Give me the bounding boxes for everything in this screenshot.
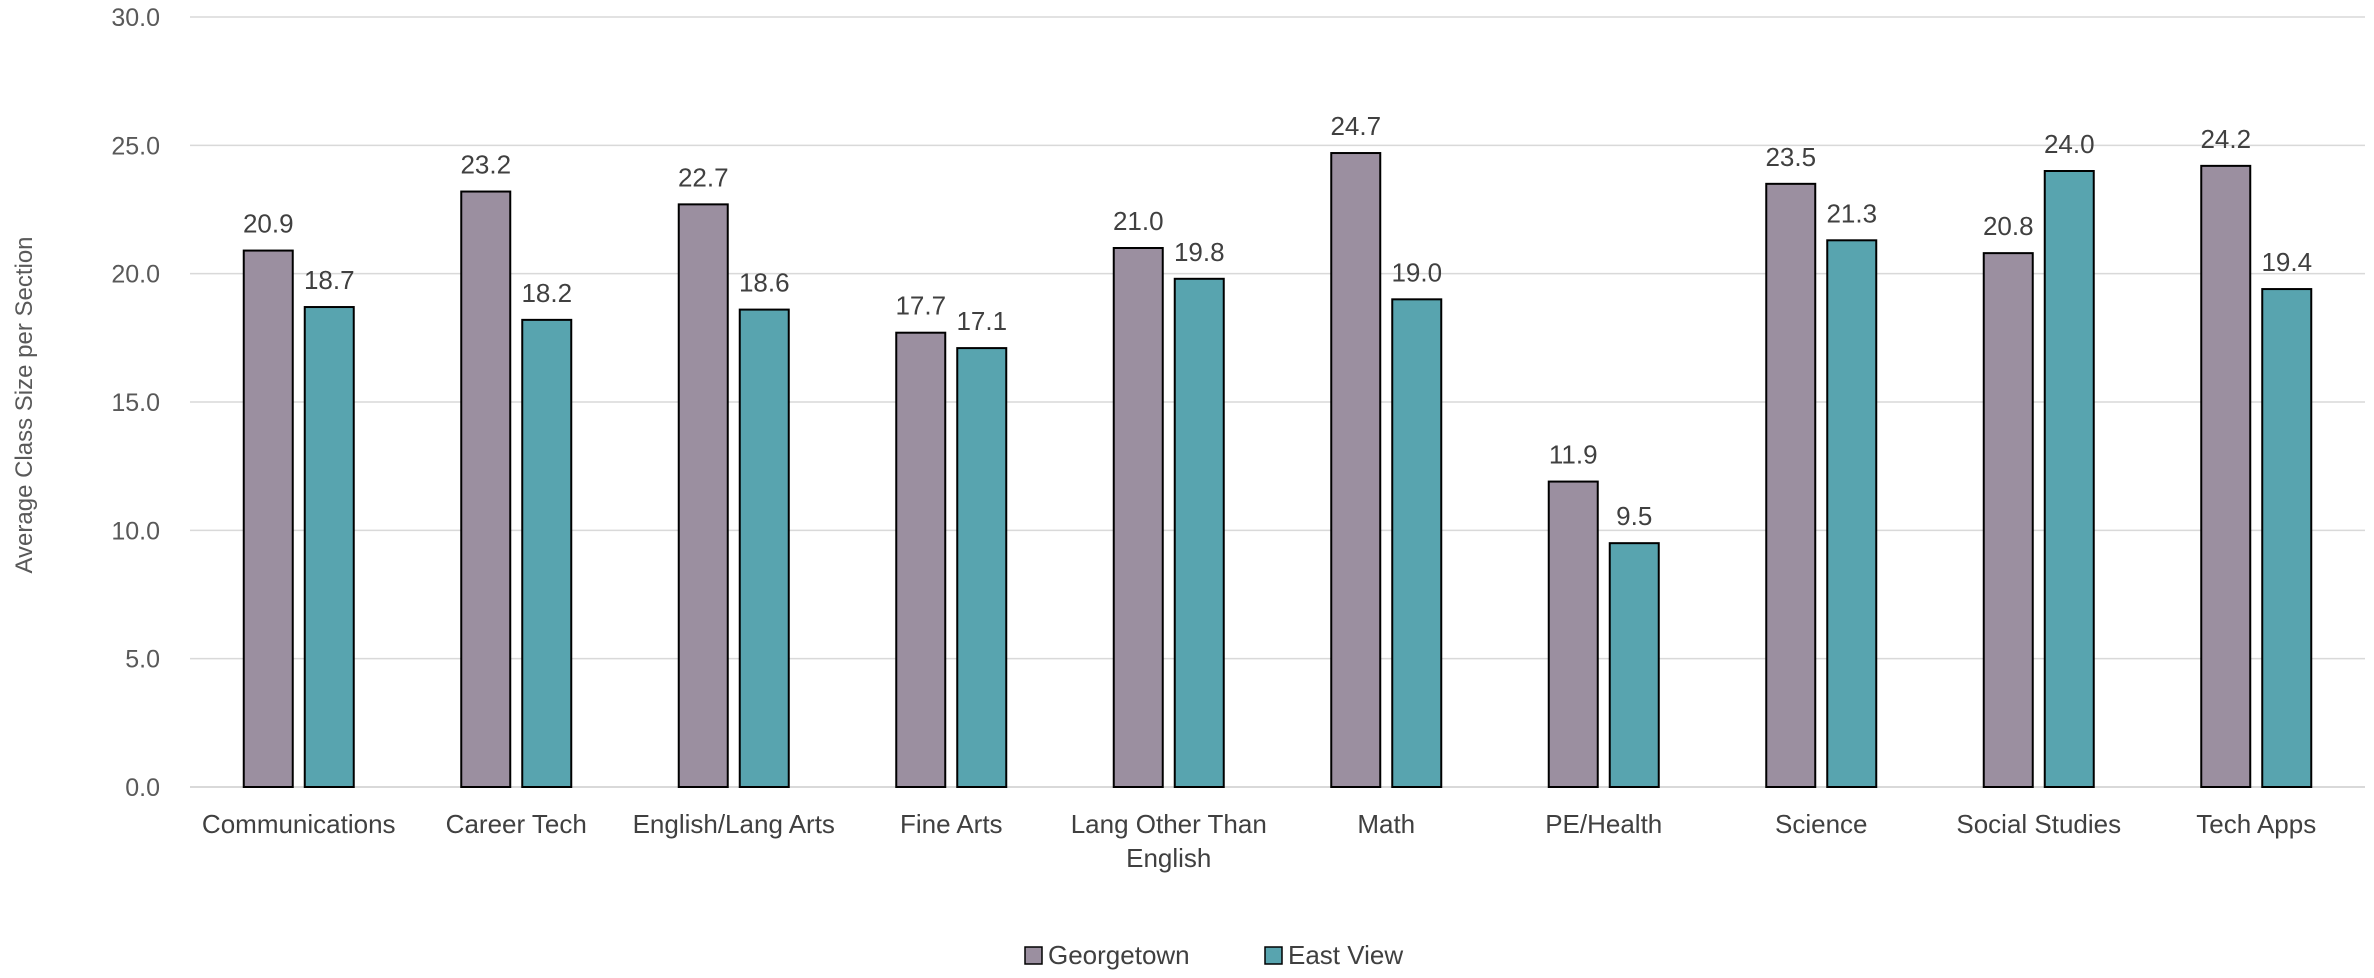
category-label: Science — [1775, 809, 1868, 839]
data-label: 18.2 — [521, 278, 572, 308]
category-label: Social Studies — [1956, 809, 2121, 839]
x-axis-categories: Communications Career Tech English/Lang Ar… — [202, 809, 2316, 873]
category-label: Fine Arts — [900, 809, 1003, 839]
data-label: 21.0 — [1113, 206, 1164, 236]
bar-east-view — [1608, 542, 1660, 789]
data-label: 20.8 — [1983, 211, 2034, 241]
y-axis-title: Average Class Size per Section — [11, 236, 38, 573]
bar-east-view — [1391, 298, 1443, 788]
bar-east-view — [738, 308, 790, 788]
bar-east-view — [956, 347, 1008, 788]
data-label: 20.9 — [243, 209, 294, 239]
gridlines — [190, 16, 2365, 788]
data-label: 19.0 — [1391, 257, 1442, 287]
data-label: 23.2 — [460, 150, 511, 180]
y-tick-label: 20.0 — [111, 261, 160, 289]
legend-label: Georgetown — [1048, 940, 1190, 970]
data-label: 17.1 — [956, 306, 1007, 336]
bar-georgetown — [1765, 182, 1817, 789]
data-labels: 20.9 18.7 23.2 18.2 22.7 18.6 17.7 17.1 21.0 19.8… — [243, 111, 2312, 531]
y-tick-label: 25.0 — [111, 132, 160, 160]
category-label: Math — [1357, 809, 1415, 839]
y-tick-label: 10.0 — [111, 517, 160, 545]
bar-georgetown — [2200, 164, 2252, 789]
bar-georgetown — [242, 249, 294, 789]
y-tick-label: 5.0 — [125, 646, 160, 674]
data-label: 17.7 — [895, 291, 946, 321]
legend-swatch — [1024, 946, 1043, 965]
data-label: 19.4 — [2261, 247, 2312, 277]
data-label: 24.0 — [2044, 129, 2095, 159]
data-label: 21.3 — [1826, 198, 1877, 228]
bars — [242, 152, 2313, 789]
data-label: 18.6 — [739, 268, 790, 298]
category-label: Tech Apps — [2196, 809, 2316, 839]
bar-georgetown — [1112, 247, 1164, 788]
data-label: 24.7 — [1330, 111, 1381, 141]
data-label: 23.5 — [1765, 142, 1816, 172]
category-label: Communications — [202, 809, 396, 839]
data-label: 24.2 — [2200, 124, 2251, 154]
category-label: English/Lang Arts — [633, 809, 835, 839]
legend-label: East View — [1288, 940, 1403, 970]
y-tick-label: 15.0 — [111, 389, 160, 417]
data-label: 22.7 — [678, 162, 729, 192]
y-axis-ticks: 0.0 5.0 10.0 15.0 20.0 25.0 30.0 — [111, 4, 160, 802]
data-label: 11.9 — [1549, 440, 1598, 470]
bar-georgetown — [1330, 152, 1382, 789]
y-tick-label: 0.0 — [125, 774, 160, 802]
bar-east-view — [1173, 277, 1225, 788]
data-label: 9.5 — [1616, 501, 1652, 531]
y-tick-label: 30.0 — [111, 4, 160, 32]
category-label: Career Tech — [446, 809, 587, 839]
data-label: 18.7 — [304, 265, 355, 295]
bar-east-view — [2261, 288, 2313, 788]
bar-georgetown — [1982, 252, 2034, 788]
category-label: Lang Other Than — [1071, 809, 1267, 839]
bar-georgetown — [460, 190, 512, 789]
category-label: PE/Health — [1545, 809, 1662, 839]
bar-georgetown — [895, 331, 947, 788]
legend: Georgetown East View — [1024, 940, 1403, 970]
bar-east-view — [2043, 170, 2095, 788]
bar-east-view — [1826, 239, 1878, 789]
legend-swatch — [1264, 946, 1283, 965]
bar-east-view — [303, 306, 355, 788]
data-label: 19.8 — [1174, 237, 1225, 267]
category-label: English — [1126, 843, 1211, 873]
bar-georgetown — [677, 203, 729, 789]
bar-east-view — [521, 318, 573, 788]
bar-georgetown — [1547, 480, 1599, 788]
